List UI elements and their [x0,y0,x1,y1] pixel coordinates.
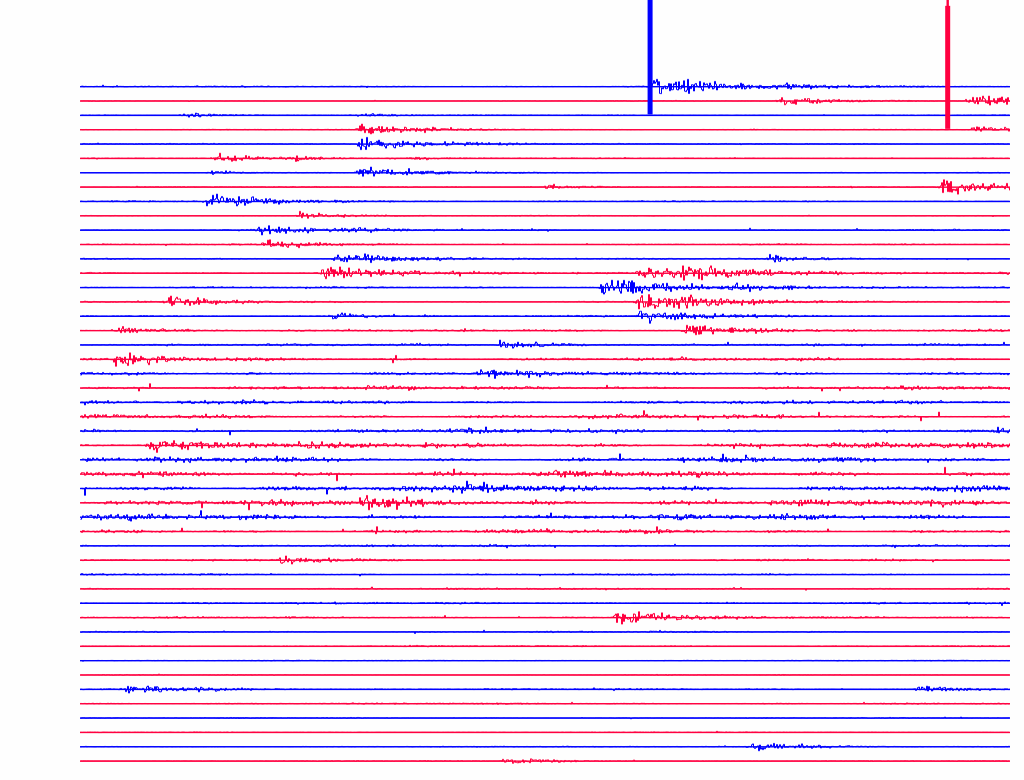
seismogram-traces [0,0,1024,780]
helicorder-page: HP Gura Applied filter: WWSSN-SP 2008-11… [0,0,1024,780]
